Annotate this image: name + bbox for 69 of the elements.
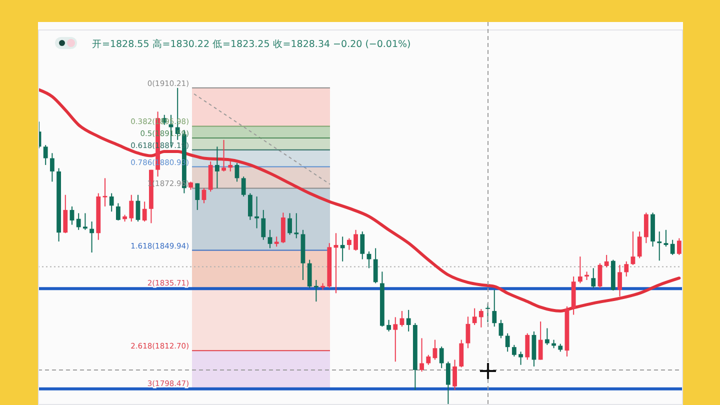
candlestick bbox=[664, 229, 668, 248]
candlestick bbox=[314, 280, 318, 302]
candlestick bbox=[512, 344, 516, 358]
candlestick bbox=[288, 212, 292, 236]
candlestick bbox=[432, 339, 438, 360]
candlestick bbox=[274, 236, 279, 248]
candlestick bbox=[261, 209, 266, 240]
candlestick bbox=[50, 152, 54, 182]
candlestick bbox=[624, 260, 629, 277]
candlestick bbox=[420, 338, 424, 372]
candlestick bbox=[637, 231, 642, 259]
candlestick bbox=[294, 212, 299, 239]
candlestick bbox=[466, 316, 470, 349]
candlestick bbox=[346, 238, 352, 250]
candlestick bbox=[136, 194, 140, 222]
candlestick bbox=[505, 332, 510, 352]
candlestick bbox=[492, 289, 497, 328]
candlestick bbox=[644, 212, 648, 244]
candlestick bbox=[340, 236, 345, 262]
candlestick bbox=[538, 320, 543, 360]
candlestick bbox=[116, 202, 120, 221]
candlestick bbox=[76, 212, 81, 230]
candlestick bbox=[446, 361, 450, 405]
candlestick bbox=[354, 229, 358, 252]
candlestick bbox=[63, 194, 68, 234]
text: 开=1828.55 高=1830.22 低=1823.25 收=1828.34 −0.20 (−0.01%) bbox=[92, 38, 411, 50]
candlestick bbox=[129, 194, 134, 222]
candlestick bbox=[222, 139, 226, 172]
candlestick bbox=[525, 332, 530, 360]
candlestick bbox=[248, 192, 252, 220]
candlestick bbox=[604, 254, 609, 268]
candlestick bbox=[478, 308, 484, 328]
candlestick bbox=[578, 256, 582, 284]
candlestick bbox=[393, 316, 398, 362]
candlestick bbox=[268, 229, 272, 249]
candlestick bbox=[518, 351, 523, 366]
candlestick bbox=[195, 182, 200, 210]
candlestick bbox=[241, 176, 246, 197]
candlestick bbox=[657, 231, 662, 262]
candlestick bbox=[498, 319, 504, 339]
candlestick bbox=[90, 221, 94, 254]
candlestick bbox=[544, 328, 550, 346]
candlestick bbox=[670, 239, 675, 256]
candlestick bbox=[386, 319, 391, 332]
candlestick bbox=[591, 268, 596, 289]
candlestick bbox=[214, 146, 220, 189]
candlestick bbox=[366, 250, 372, 269]
candlestick bbox=[142, 201, 147, 222]
candlestick bbox=[234, 162, 240, 182]
candlestick bbox=[439, 346, 444, 369]
candlestick bbox=[43, 144, 48, 166]
candlestick bbox=[598, 262, 602, 289]
candlestick bbox=[426, 354, 431, 366]
candlestick bbox=[109, 192, 114, 212]
candlestick bbox=[459, 339, 464, 368]
candlestick bbox=[307, 259, 312, 289]
candlestick bbox=[630, 231, 636, 266]
candlestick bbox=[618, 264, 622, 297]
candlestick bbox=[228, 160, 233, 172]
candlestick bbox=[254, 196, 259, 229]
candlestick bbox=[472, 308, 477, 326]
candlestick bbox=[406, 309, 411, 332]
candlestick bbox=[82, 212, 88, 230]
candlestick bbox=[676, 238, 682, 256]
candlestick bbox=[373, 248, 378, 284]
candlestick bbox=[102, 178, 108, 207]
candlestick bbox=[360, 231, 365, 260]
candlestick bbox=[452, 359, 457, 390]
candlestick bbox=[70, 206, 74, 226]
